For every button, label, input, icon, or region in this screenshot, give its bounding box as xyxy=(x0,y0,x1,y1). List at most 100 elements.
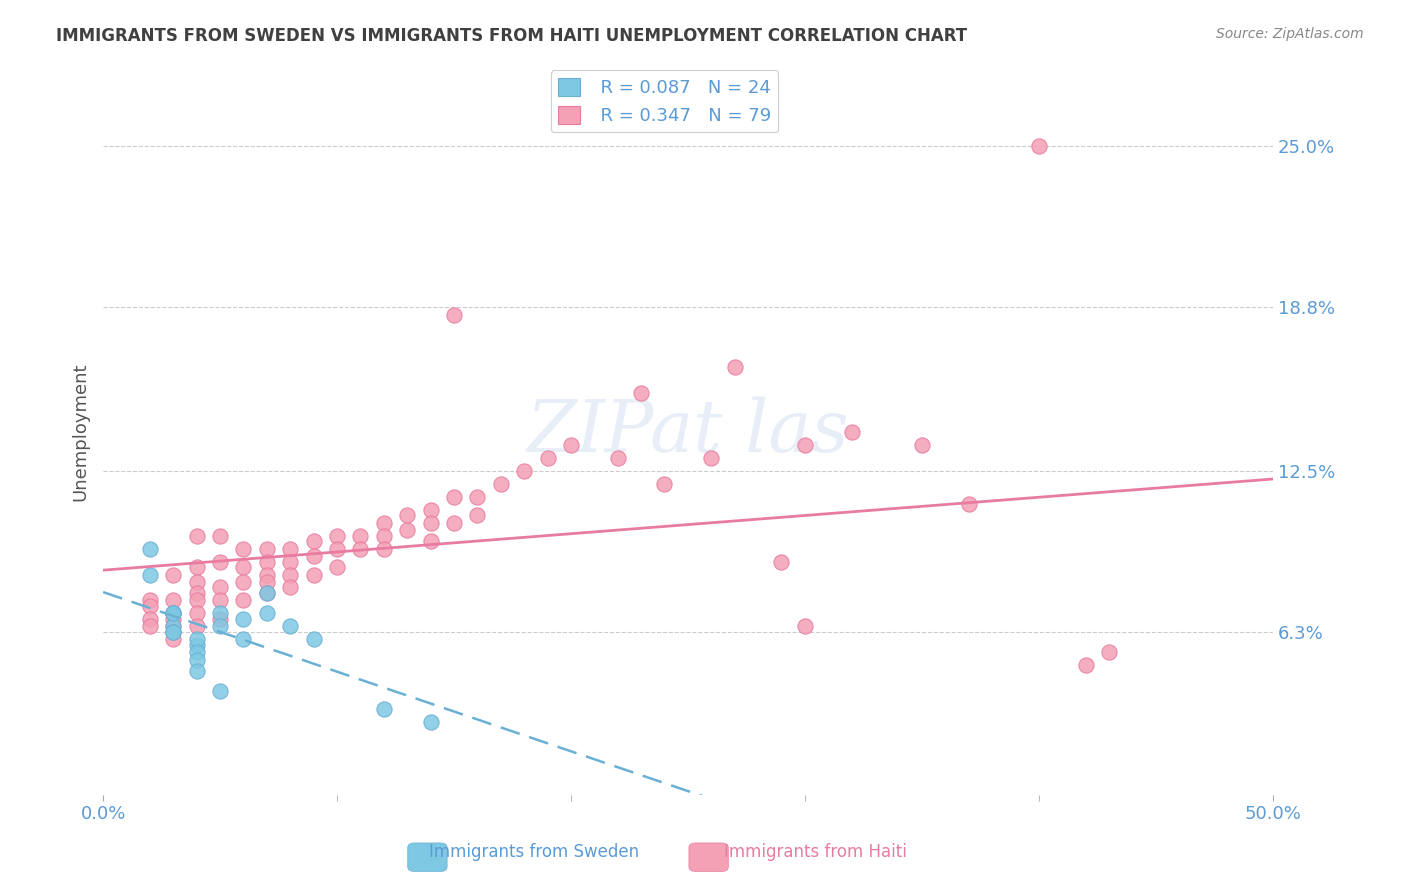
Point xyxy=(396,508,419,522)
Point xyxy=(186,645,208,659)
Point xyxy=(162,619,184,633)
Point xyxy=(209,684,232,698)
Point xyxy=(373,528,395,542)
Point xyxy=(162,607,184,621)
Point xyxy=(186,653,208,667)
Point xyxy=(278,567,301,582)
Point xyxy=(957,498,980,512)
Point xyxy=(513,464,536,478)
Point xyxy=(278,619,301,633)
Point xyxy=(1098,645,1121,659)
Point xyxy=(139,619,162,633)
Point xyxy=(373,541,395,556)
Point xyxy=(560,438,582,452)
Point xyxy=(443,516,465,530)
Point xyxy=(373,702,395,716)
Point xyxy=(162,624,184,639)
Text: IMMIGRANTS FROM SWEDEN VS IMMIGRANTS FROM HAITI UNEMPLOYMENT CORRELATION CHART: IMMIGRANTS FROM SWEDEN VS IMMIGRANTS FRO… xyxy=(56,27,967,45)
Point xyxy=(162,632,184,647)
Y-axis label: Unemployment: Unemployment xyxy=(72,362,89,501)
Point xyxy=(162,593,184,607)
Point xyxy=(162,624,184,639)
Point xyxy=(139,599,162,613)
Point xyxy=(278,555,301,569)
Point xyxy=(256,575,278,590)
Point xyxy=(349,541,371,556)
Point xyxy=(186,632,208,647)
Point xyxy=(139,567,162,582)
Point xyxy=(724,359,747,374)
Text: Immigrants from Sweden: Immigrants from Sweden xyxy=(429,843,640,861)
Point xyxy=(419,502,441,516)
Point xyxy=(302,549,325,564)
Point xyxy=(700,450,723,465)
Point xyxy=(139,593,162,607)
Point xyxy=(841,425,863,439)
Point xyxy=(186,575,208,590)
Point xyxy=(162,624,184,639)
Point xyxy=(232,632,254,647)
Point xyxy=(911,438,934,452)
Point xyxy=(162,607,184,621)
Point xyxy=(606,450,628,465)
Point xyxy=(1028,139,1050,153)
Point xyxy=(630,385,652,400)
Point xyxy=(186,559,208,574)
Point xyxy=(278,581,301,595)
Point xyxy=(186,638,208,652)
Point xyxy=(278,541,301,556)
Point xyxy=(1074,658,1097,673)
Point xyxy=(256,585,278,599)
Point xyxy=(256,567,278,582)
Text: ZIPat las: ZIPat las xyxy=(527,397,849,467)
Point xyxy=(139,612,162,626)
Point xyxy=(326,541,349,556)
Point xyxy=(256,541,278,556)
Point xyxy=(232,559,254,574)
Point xyxy=(489,476,512,491)
Point xyxy=(373,516,395,530)
Point xyxy=(186,585,208,599)
Point xyxy=(770,555,793,569)
Point xyxy=(256,607,278,621)
Text: Immigrants from Haiti: Immigrants from Haiti xyxy=(724,843,907,861)
Point xyxy=(419,533,441,548)
Point xyxy=(162,567,184,582)
Point xyxy=(443,490,465,504)
Point xyxy=(1308,464,1330,478)
Point xyxy=(467,490,489,504)
Point xyxy=(232,612,254,626)
Point xyxy=(209,607,232,621)
Point xyxy=(419,715,441,730)
Point xyxy=(302,567,325,582)
Text: Source: ZipAtlas.com: Source: ZipAtlas.com xyxy=(1216,27,1364,41)
Point xyxy=(162,619,184,633)
Point xyxy=(793,619,815,633)
Point xyxy=(209,555,232,569)
Point xyxy=(186,528,208,542)
Point xyxy=(209,581,232,595)
Point xyxy=(326,559,349,574)
Point xyxy=(209,612,232,626)
Point xyxy=(209,593,232,607)
Point xyxy=(654,476,676,491)
Point xyxy=(139,541,162,556)
Point xyxy=(396,524,419,538)
Point xyxy=(162,607,184,621)
Point xyxy=(467,508,489,522)
Point xyxy=(162,607,184,621)
Point xyxy=(209,619,232,633)
Point xyxy=(232,575,254,590)
Point xyxy=(186,593,208,607)
Point xyxy=(793,438,815,452)
Point xyxy=(1378,450,1400,465)
Point xyxy=(162,612,184,626)
Point xyxy=(186,664,208,678)
Point xyxy=(232,593,254,607)
Point xyxy=(536,450,558,465)
Point xyxy=(186,619,208,633)
Legend:   R = 0.087   N = 24,   R = 0.347   N = 79: R = 0.087 N = 24, R = 0.347 N = 79 xyxy=(551,70,778,132)
Point xyxy=(326,528,349,542)
Point xyxy=(232,541,254,556)
Point xyxy=(349,528,371,542)
